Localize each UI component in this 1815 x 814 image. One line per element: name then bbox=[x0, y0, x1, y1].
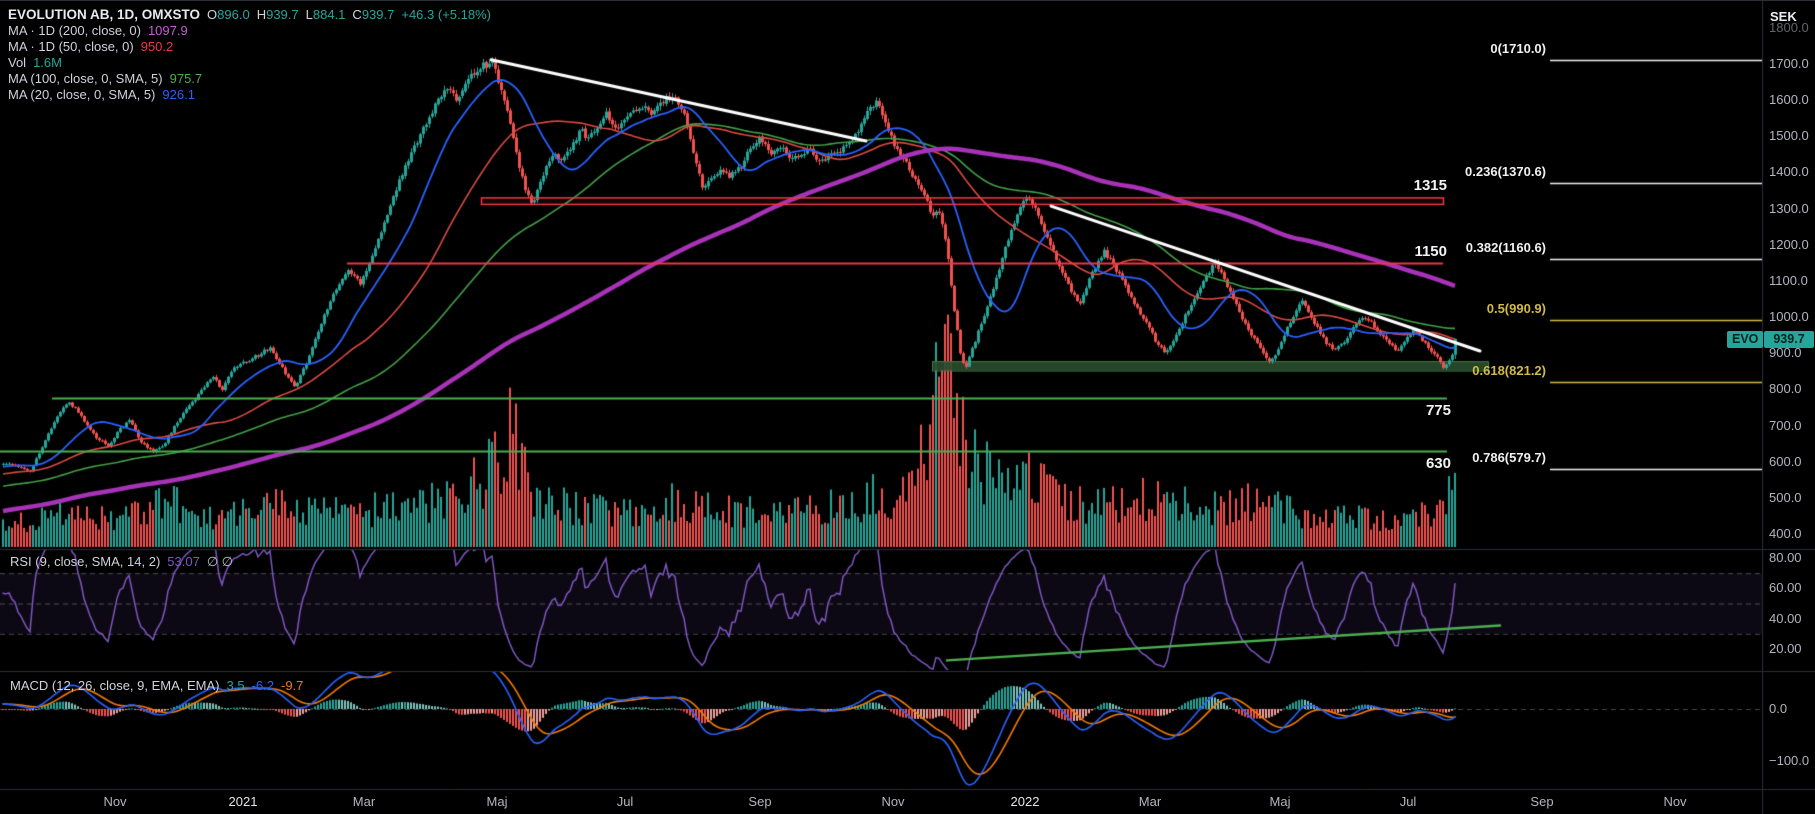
change-value: +46.3 (+5.18%) bbox=[401, 7, 491, 22]
ohlc-key: C bbox=[352, 7, 362, 22]
ohlc-value: 939.7 bbox=[361, 7, 395, 22]
time-tick-label: Nov bbox=[103, 794, 127, 809]
time-tick-label: Nov bbox=[1663, 794, 1687, 809]
indicator-label: MA · 1D (50, close, 0) bbox=[8, 39, 134, 54]
time-tick-label: Sep bbox=[748, 794, 772, 809]
indicator-legend-row[interactable]: Vol 1.6M bbox=[8, 55, 491, 71]
rsi-title: RSI (9, close, SMA, 14, 2) bbox=[10, 554, 161, 569]
time-tick-label: Mar bbox=[352, 794, 376, 809]
time-tick-label: Maj bbox=[486, 794, 508, 809]
ohlc-value: 884.1 bbox=[312, 7, 346, 22]
price-tick-label: 1000.0 bbox=[1769, 309, 1809, 325]
indicator-label: Vol bbox=[8, 55, 27, 70]
fib-level-label[interactable]: 0.382(1160.6) bbox=[1465, 239, 1546, 255]
indicator-legend-row[interactable]: MA (100, close, 0, SMA, 5) 975.7 bbox=[8, 71, 491, 87]
ohlc-value: 896.0 bbox=[217, 7, 250, 22]
fib-level-label[interactable]: 0.618(821.2) bbox=[1472, 362, 1546, 378]
price-tick-label: 400.0 bbox=[1769, 525, 1802, 541]
symbol-title: EVOLUTION AB, 1D, OMXSTO bbox=[8, 7, 201, 22]
indicator-value: 975.7 bbox=[169, 71, 203, 86]
price-tick-label: 1100.0 bbox=[1769, 272, 1808, 288]
ohlc-key: H bbox=[256, 7, 267, 22]
symbol-chip: EVO bbox=[1727, 331, 1764, 348]
ohlc-key: L bbox=[305, 7, 313, 22]
price-tick-label: 900.0 bbox=[1769, 345, 1802, 361]
indicator-value: 950.2 bbox=[140, 39, 174, 54]
price-tick-label: 800.0 bbox=[1769, 381, 1802, 397]
currency-label: SEK bbox=[1770, 9, 1797, 24]
price-level-label[interactable]: 1315 bbox=[1413, 177, 1447, 195]
price-tick-label: 1200.0 bbox=[1769, 236, 1809, 252]
indicator-label: MA (100, close, 0, SMA, 5) bbox=[8, 71, 163, 86]
rsi-value: 53.07 bbox=[167, 554, 200, 569]
price-tick-label: 1800.0 bbox=[1769, 19, 1809, 35]
time-tick-label: 2021 bbox=[228, 794, 258, 809]
indicator-label: MA · 1D (200, close, 0) bbox=[8, 23, 141, 38]
price-tick-label: 500.0 bbox=[1769, 489, 1802, 505]
symbol-row[interactable]: EVOLUTION AB, 1D, OMXSTO O896.0 H939.7 L884… bbox=[8, 7, 491, 23]
price-tick-label: 600.0 bbox=[1769, 453, 1802, 469]
macd-value: -6.2 bbox=[251, 678, 274, 693]
price-tick-label: 1600.0 bbox=[1769, 92, 1809, 108]
ohlc-value: 939.7 bbox=[266, 7, 299, 22]
price-tick-label: 1400.0 bbox=[1769, 164, 1809, 180]
time-tick-label: Maj bbox=[1269, 794, 1291, 809]
fib-level-label[interactable]: 0.786(579.7) bbox=[1472, 449, 1546, 465]
macd-title: MACD (12, 26, close, 9, EMA, EMA) bbox=[10, 678, 220, 693]
rsi-legend-row[interactable]: RSI (9, close, SMA, 14, 2) 53.07 ∅ ∅ bbox=[10, 554, 233, 570]
time-tick-label: Jul bbox=[1399, 794, 1417, 809]
price-level-label[interactable]: 775 bbox=[1425, 402, 1451, 420]
legend-pane: EVOLUTION AB, 1D, OMXSTO O896.0 H939.7 L884… bbox=[8, 7, 491, 103]
price-level-label[interactable]: 630 bbox=[1425, 454, 1451, 472]
time-tick-label: Mar bbox=[1138, 794, 1162, 809]
price-tick-label: 700.0 bbox=[1769, 417, 1802, 433]
indicator-label: MA (20, close, 0, SMA, 5) bbox=[8, 87, 156, 102]
time-tick-label: Nov bbox=[881, 794, 905, 809]
ohlc-values: O896.0 H939.7 L884.1 C939.7 bbox=[200, 7, 394, 22]
macd-values: 3.5 -6.2 -9.7 bbox=[220, 678, 304, 693]
rsi-tick-label: 40.00 bbox=[1769, 610, 1802, 626]
fib-level-label[interactable]: 0(1710.0) bbox=[1490, 41, 1546, 57]
macd-tick-label: −100.0 bbox=[1769, 753, 1810, 768]
time-tick-label: 2022 bbox=[1010, 794, 1040, 809]
indicator-legend-row[interactable]: MA · 1D (50, close, 0) 950.2 bbox=[8, 39, 491, 55]
macd-legend-row[interactable]: MACD (12, 26, close, 9, EMA, EMA) 3.5 -6.2… bbox=[10, 678, 303, 693]
fib-level-label[interactable]: 0.5(990.9) bbox=[1486, 301, 1546, 317]
macd-value: -9.7 bbox=[281, 678, 304, 693]
rsi-tick-label: 60.00 bbox=[1769, 580, 1802, 596]
price-tick-label: 1700.0 bbox=[1769, 56, 1809, 71]
indicator-legend-row[interactable]: MA (20, close, 0, SMA, 5) 926.1 bbox=[8, 87, 491, 103]
time-tick-label: Sep bbox=[1530, 794, 1554, 809]
indicator-value: 926.1 bbox=[162, 87, 195, 102]
macd-value: 3.5 bbox=[226, 678, 245, 693]
rsi-extra-values: ∅ ∅ bbox=[206, 554, 234, 569]
indicator-legend-row[interactable]: MA · 1D (200, close, 0) 1097.9 bbox=[8, 23, 491, 39]
rsi-tick-label: 20.00 bbox=[1769, 641, 1802, 656]
macd-tick-label: 0.0 bbox=[1769, 701, 1788, 716]
last-price-chip: 939.7 bbox=[1764, 331, 1814, 348]
price-tick-label: 1300.0 bbox=[1769, 200, 1809, 216]
time-tick-label: Jul bbox=[616, 794, 634, 809]
indicator-rows: MA · 1D (200, close, 0) 1097.9 MA · 1D (50… bbox=[8, 23, 491, 103]
price-tick-label: 1500.0 bbox=[1769, 128, 1809, 144]
rsi-tick-label: 80.00 bbox=[1769, 550, 1802, 565]
indicator-value: 1097.9 bbox=[147, 23, 188, 38]
price-level-label[interactable]: 1150 bbox=[1414, 242, 1447, 260]
indicator-value: 1.6M bbox=[33, 55, 62, 70]
fib-level-label[interactable]: 0.236(1370.6) bbox=[1465, 164, 1546, 180]
ohlc-key: O bbox=[207, 7, 218, 22]
